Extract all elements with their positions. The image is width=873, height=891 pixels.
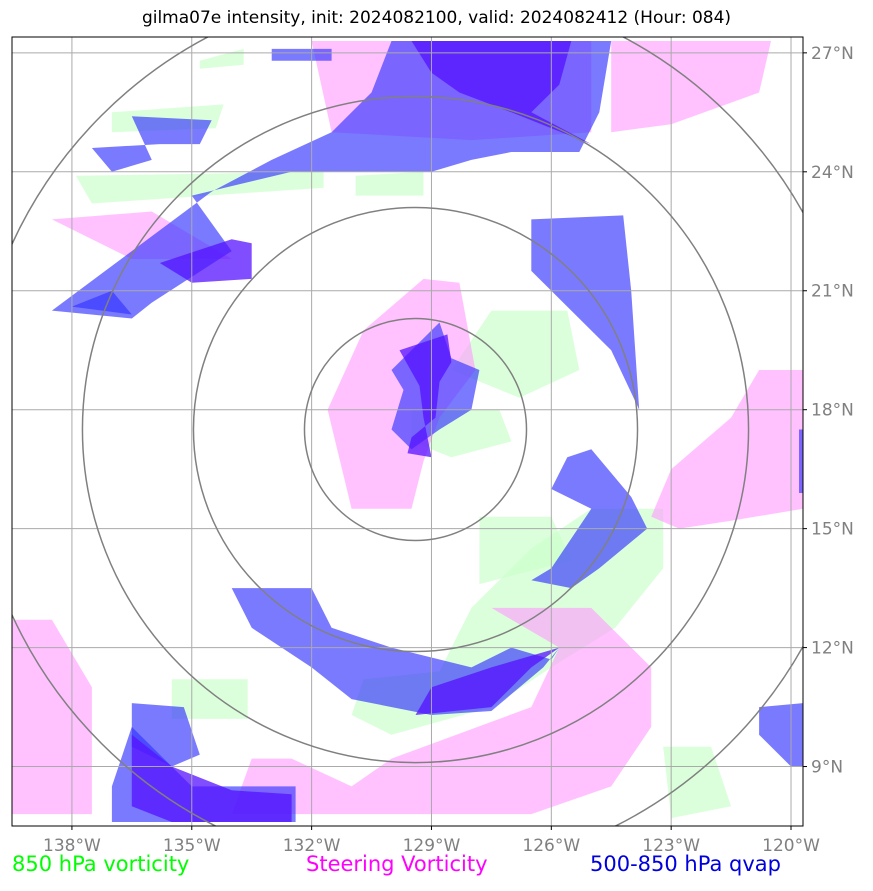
legend-qvap: 500-850 hPa qvap [590, 852, 781, 876]
y-tick-label-3: 18°N [811, 401, 854, 421]
qvap-strong-contour-2 [399, 334, 452, 458]
vort850-contour-2 [75, 171, 324, 204]
vort850-contour-0 [199, 48, 244, 69]
y-tick-label-1: 24°N [811, 163, 854, 183]
x-tick-label-1: 135°W [163, 836, 221, 856]
x-tick-label-3: 129°W [403, 836, 461, 856]
qvap-contour-8 [759, 703, 803, 767]
x-tick-label-4: 126°W [522, 836, 580, 856]
steering-contour-6 [231, 607, 652, 815]
qvap-contour-4 [531, 215, 640, 410]
plot-frame [11, 36, 804, 827]
steering-contour-5 [12, 619, 92, 815]
x-tick-label-2: 132°W [283, 836, 341, 856]
y-tick-label-0: 27°N [811, 44, 854, 64]
qvap-contour-1 [91, 116, 212, 172]
legend-850-vorticity: 850 hPa vorticity [12, 852, 190, 876]
qvap-contour-3 [71, 290, 132, 315]
qvap-contour-0 [271, 48, 332, 61]
vort850-contour-9 [663, 746, 732, 819]
x-tick-label-5: 123°W [642, 836, 700, 856]
y-tick-label-5: 12°N [811, 639, 854, 659]
qvap-contour-9 [799, 429, 803, 493]
steering-contour-4 [651, 370, 803, 529]
steering-contour-1 [611, 41, 771, 133]
vort850-contour-7 [479, 516, 572, 585]
vort850-contour-4 [451, 310, 580, 398]
legend-steering-vorticity: Steering Vorticity [306, 852, 488, 876]
qvap-strong-contour-0 [411, 41, 592, 145]
range-ring-0 [303, 317, 528, 542]
x-tick-label-6: 120°W [762, 836, 820, 856]
chart-title: gilma07e intensity, init: 2024082100, va… [141, 8, 732, 28]
y-tick-label-6: 9°N [811, 758, 843, 778]
qvap-contour-6 [531, 449, 648, 589]
y-axis: 27°N 24°N 21°N 18°N 15°N 12°N 9°N [803, 44, 854, 778]
range-ring-1 [192, 206, 639, 653]
qvap-strong-contour-3 [415, 647, 560, 715]
x-axis: 138°W 135°W 132°W 129°W 126°W 123°W 120°W [43, 826, 820, 856]
vort850-contour-3 [355, 171, 424, 196]
contour-fields [12, 41, 803, 822]
x-tick-label-0: 138°W [43, 836, 101, 856]
qvap-strong-contour-1 [159, 239, 252, 283]
range-rings [12, 37, 803, 826]
y-tick-label-4: 15°N [811, 520, 854, 540]
vort850-contour-8 [171, 679, 248, 719]
lat-lon-grid [12, 37, 803, 826]
range-ring-2 [81, 95, 750, 764]
y-tick-label-2: 21°N [811, 282, 854, 302]
